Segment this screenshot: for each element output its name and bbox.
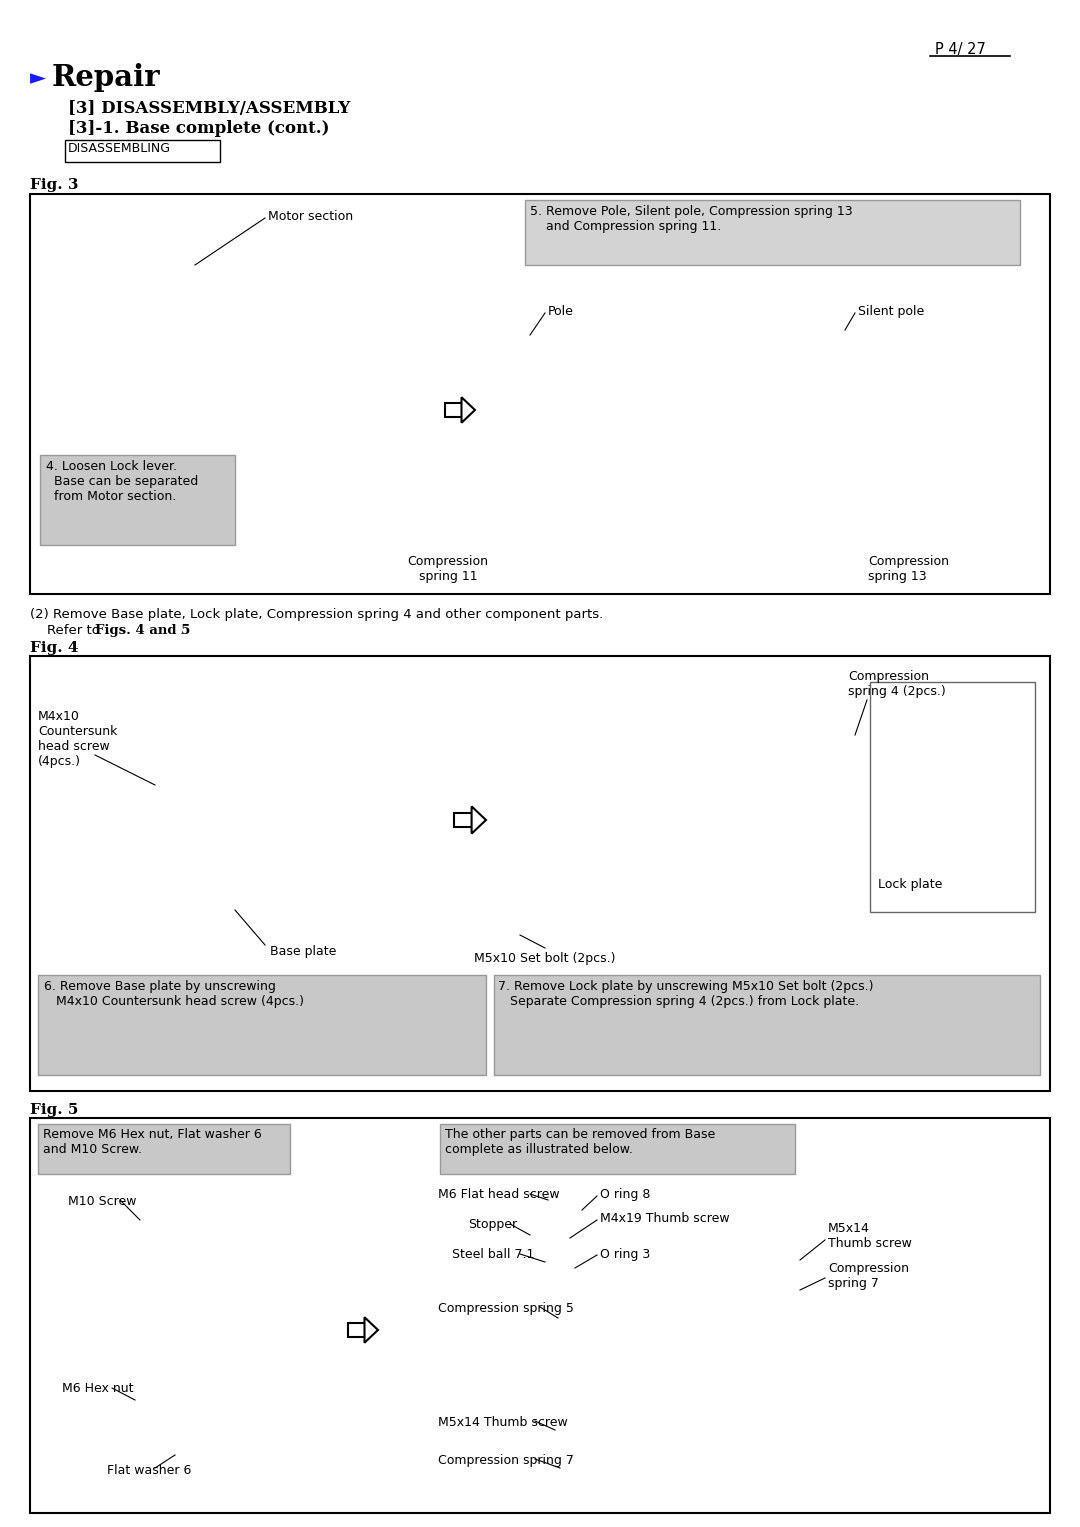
Text: Compression
spring 7: Compression spring 7 bbox=[828, 1261, 909, 1290]
Text: Silent pole: Silent pole bbox=[858, 305, 924, 318]
Text: 7. Remove Lock plate by unscrewing M5x10 Set bolt (2pcs.)
   Separate Compressio: 7. Remove Lock plate by unscrewing M5x10… bbox=[498, 980, 874, 1008]
Polygon shape bbox=[472, 806, 486, 834]
Text: Lock plate: Lock plate bbox=[878, 878, 943, 890]
Text: Compression
spring 4 (2pcs.): Compression spring 4 (2pcs.) bbox=[848, 670, 946, 698]
Text: Fig. 4: Fig. 4 bbox=[30, 641, 79, 655]
Text: Stopper: Stopper bbox=[468, 1219, 517, 1231]
Bar bbox=[525, 200, 1020, 266]
Text: Compression spring 5: Compression spring 5 bbox=[438, 1303, 573, 1315]
Text: M5x14
Thumb screw: M5x14 Thumb screw bbox=[828, 1222, 912, 1251]
Text: The other parts can be removed from Base
complete as illustrated below.: The other parts can be removed from Base… bbox=[445, 1128, 715, 1156]
Text: M5x14 Thumb screw: M5x14 Thumb screw bbox=[438, 1416, 568, 1429]
Text: P 4/ 27: P 4/ 27 bbox=[935, 43, 986, 56]
Text: Compression
spring 13: Compression spring 13 bbox=[868, 554, 949, 583]
Text: Refer to: Refer to bbox=[30, 625, 104, 637]
Text: M4x10
Countersunk
head screw
(4pcs.): M4x10 Countersunk head screw (4pcs.) bbox=[38, 710, 118, 768]
Text: Steel ball 7.1: Steel ball 7.1 bbox=[453, 1248, 535, 1261]
Bar bbox=[40, 455, 235, 545]
Text: Compression
spring 11: Compression spring 11 bbox=[407, 554, 488, 583]
Text: Pole: Pole bbox=[548, 305, 573, 318]
Text: 5. Remove Pole, Silent pole, Compression spring 13
    and Compression spring 11: 5. Remove Pole, Silent pole, Compression… bbox=[530, 205, 852, 234]
Text: 4. Loosen Lock lever.
  Base can be separated
  from Motor section.: 4. Loosen Lock lever. Base can be separa… bbox=[46, 460, 199, 502]
Text: Base plate: Base plate bbox=[270, 945, 336, 957]
Bar bbox=[30, 1118, 1050, 1513]
Bar bbox=[30, 194, 1050, 594]
Text: Repair: Repair bbox=[52, 63, 161, 92]
Text: ►: ► bbox=[30, 69, 46, 89]
Bar bbox=[348, 1324, 365, 1336]
Bar bbox=[454, 812, 472, 828]
Text: Compression spring 7: Compression spring 7 bbox=[438, 1454, 573, 1467]
Text: [3] DISASSEMBLY/ASSEMBLY: [3] DISASSEMBLY/ASSEMBLY bbox=[68, 99, 350, 118]
Bar bbox=[494, 976, 1040, 1075]
Text: M6 Flat head screw: M6 Flat head screw bbox=[438, 1188, 559, 1202]
Bar bbox=[38, 1124, 291, 1174]
Text: Remove M6 Hex nut, Flat washer 6
and M10 Screw.: Remove M6 Hex nut, Flat washer 6 and M10… bbox=[43, 1128, 261, 1156]
Text: Figs. 4 and 5: Figs. 4 and 5 bbox=[95, 625, 190, 637]
Text: 6. Remove Base plate by unscrewing
   M4x10 Countersunk head screw (4pcs.): 6. Remove Base plate by unscrewing M4x10… bbox=[44, 980, 303, 1008]
Text: DISASSEMBLING: DISASSEMBLING bbox=[68, 142, 171, 156]
Bar bbox=[65, 140, 220, 162]
Bar bbox=[445, 403, 461, 417]
Text: M6 Hex nut: M6 Hex nut bbox=[62, 1382, 134, 1396]
Bar bbox=[440, 1124, 795, 1174]
Text: M5x10 Set bolt (2pcs.): M5x10 Set bolt (2pcs.) bbox=[474, 951, 616, 965]
Polygon shape bbox=[365, 1318, 378, 1342]
Text: Fig. 3: Fig. 3 bbox=[30, 179, 79, 192]
Text: O ring 8: O ring 8 bbox=[600, 1188, 650, 1202]
Bar bbox=[30, 657, 1050, 1090]
Text: Flat washer 6: Flat washer 6 bbox=[107, 1464, 191, 1477]
Bar bbox=[38, 976, 486, 1075]
Text: M10 Screw: M10 Screw bbox=[68, 1196, 136, 1208]
Bar bbox=[870, 683, 1035, 912]
Text: Motor section: Motor section bbox=[268, 211, 353, 223]
Text: O ring 3: O ring 3 bbox=[600, 1248, 650, 1261]
Text: M4x19 Thumb screw: M4x19 Thumb screw bbox=[600, 1212, 730, 1225]
Text: Fig. 5: Fig. 5 bbox=[30, 1102, 79, 1116]
Text: (2) Remove Base plate, Lock plate, Compression spring 4 and other component part: (2) Remove Base plate, Lock plate, Compr… bbox=[30, 608, 604, 621]
Polygon shape bbox=[461, 397, 475, 423]
Text: [3]-1. Base complete (cont.): [3]-1. Base complete (cont.) bbox=[68, 121, 329, 137]
Text: .: . bbox=[180, 625, 184, 637]
